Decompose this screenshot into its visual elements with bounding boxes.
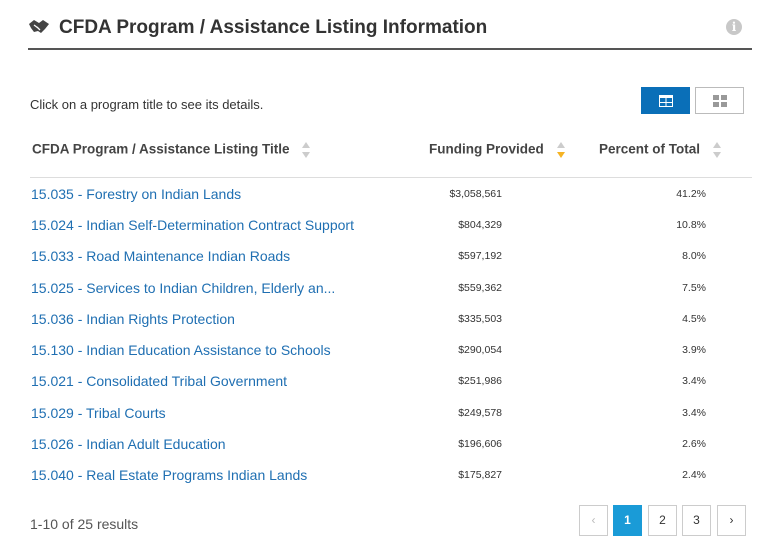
funding-amount: $249,578 <box>458 407 502 419</box>
percent-of-total: 8.0% <box>682 250 706 262</box>
program-title-link[interactable]: 15.029 - Tribal Courts <box>31 405 166 421</box>
funding-amount: $290,054 <box>458 344 502 356</box>
column-header-label: Funding Provided <box>429 141 544 157</box>
program-title-link[interactable]: 15.033 - Road Maintenance Indian Roads <box>31 248 291 264</box>
grid-view-button[interactable] <box>695 87 744 114</box>
percent-of-total: 3.4% <box>682 375 706 387</box>
program-title-link[interactable]: 15.036 - Indian Rights Protection <box>31 311 235 327</box>
column-header-percent[interactable]: Percent of Total <box>599 141 722 159</box>
funding-amount: $597,192 <box>458 250 502 262</box>
table-row: 15.130 - Indian Education Assistance to … <box>0 338 768 362</box>
program-title-link[interactable]: 15.040 - Real Estate Programs Indian Lan… <box>31 467 308 483</box>
program-title-link[interactable]: 15.025 - Services to Indian Children, El… <box>31 280 336 296</box>
funding-amount: $335,503 <box>458 313 502 325</box>
table-icon <box>659 95 673 107</box>
program-title-link[interactable]: 15.130 - Indian Education Assistance to … <box>31 342 331 358</box>
table-row: 15.035 - Forestry on Indian Lands $3,058… <box>0 182 768 206</box>
sort-icon <box>302 142 311 158</box>
section-title: CFDA Program / Assistance Listing Inform… <box>59 17 488 38</box>
percent-of-total: 2.6% <box>682 438 706 450</box>
funding-amount: $804,329 <box>458 219 502 231</box>
previous-page-button[interactable]: ‹ <box>579 505 608 536</box>
program-title-link[interactable]: 15.035 - Forestry on Indian Lands <box>31 186 242 202</box>
view-toggle <box>641 87 744 114</box>
sort-descending-icon <box>556 142 565 158</box>
sort-icon <box>712 142 721 158</box>
percent-of-total: 41.2% <box>676 188 706 200</box>
column-header-label: Percent of Total <box>599 141 701 157</box>
column-header-label: CFDA Program / Assistance Listing Title <box>32 141 290 157</box>
info-icon[interactable]: i <box>726 19 742 35</box>
funding-amount: $251,986 <box>458 375 502 387</box>
table-row: 15.040 - Real Estate Programs Indian Lan… <box>0 463 768 487</box>
percent-of-total: 4.5% <box>682 313 706 325</box>
percent-of-total: 3.4% <box>682 407 706 419</box>
page-2-button[interactable]: 2 <box>648 505 677 536</box>
header-divider <box>30 177 752 178</box>
page-1-button[interactable]: 1 <box>613 505 642 536</box>
funding-amount: $3,058,561 <box>449 188 502 200</box>
percent-of-total: 2.4% <box>682 469 706 481</box>
funding-amount: $559,362 <box>458 282 502 294</box>
grid-icon <box>713 95 727 107</box>
page-3-button[interactable]: 3 <box>682 505 711 536</box>
table-row: 15.033 - Road Maintenance Indian Roads $… <box>0 244 768 268</box>
table-row: 15.025 - Services to Indian Children, El… <box>0 276 768 300</box>
next-page-button[interactable]: › <box>717 505 746 536</box>
table-row: 15.021 - Consolidated Tribal Government … <box>0 369 768 393</box>
percent-of-total: 7.5% <box>682 282 706 294</box>
section-header: CFDA Program / Assistance Listing Inform… <box>28 8 752 50</box>
program-title-link[interactable]: 15.024 - Indian Self-Determination Contr… <box>31 217 354 233</box>
instruction-text: Click on a program title to see its deta… <box>30 97 264 112</box>
table-view-button[interactable] <box>641 87 690 114</box>
column-header-title[interactable]: CFDA Program / Assistance Listing Title <box>32 141 311 159</box>
program-title-link[interactable]: 15.021 - Consolidated Tribal Government <box>31 373 288 389</box>
funding-amount: $175,827 <box>458 469 502 481</box>
handshake-icon <box>29 20 49 33</box>
funding-amount: $196,606 <box>458 438 502 450</box>
program-title-link[interactable]: 15.026 - Indian Adult Education <box>31 436 226 452</box>
table-row: 15.036 - Indian Rights Protection $335,5… <box>0 307 768 331</box>
table-row: 15.024 - Indian Self-Determination Contr… <box>0 213 768 237</box>
table-row: 15.026 - Indian Adult Education $196,606… <box>0 432 768 456</box>
percent-of-total: 10.8% <box>676 219 706 231</box>
results-summary: 1-10 of 25 results <box>30 516 139 532</box>
column-header-funding[interactable]: Funding Provided <box>429 141 566 159</box>
percent-of-total: 3.9% <box>682 344 706 356</box>
table-row: 15.029 - Tribal Courts $249,578 3.4% <box>0 401 768 425</box>
